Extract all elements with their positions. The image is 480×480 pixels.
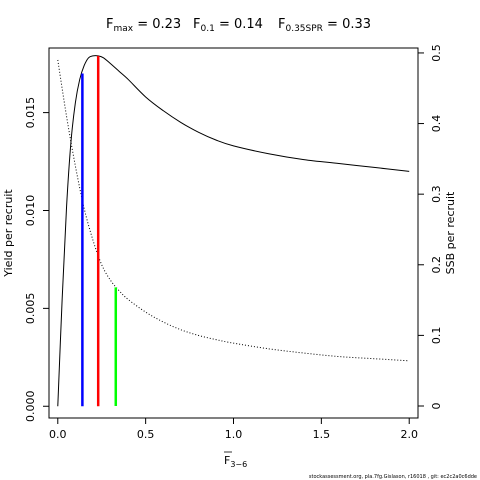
x-axis-title-sub: 3−6 xyxy=(230,460,247,469)
y-axis-right: 0 0.1 0.2 0.3 0.4 0.5 xyxy=(418,44,443,409)
y-right-tick-label: 0.4 xyxy=(430,115,443,133)
x-axis-title-base: F xyxy=(224,454,230,467)
svg-text:F0.35SPR = 0.33: F0.35SPR = 0.33 xyxy=(278,17,371,34)
y-left-tick-label: 0.005 xyxy=(24,293,37,325)
title-fmax-sub: max xyxy=(113,24,133,34)
svg-text:Fmax = 0.23: Fmax = 0.23 xyxy=(106,17,181,34)
title-f01-sub: 0.1 xyxy=(200,24,214,34)
ssb-per-recruit-line xyxy=(57,59,410,362)
svg-text:F3−6: F3−6 xyxy=(224,454,247,469)
y-right-tick-label: 0.1 xyxy=(430,327,443,345)
y-right-tick-label: 0.3 xyxy=(430,185,443,203)
x-axis-title: F3−6 xyxy=(224,451,247,469)
reference-lines xyxy=(81,55,118,407)
y-right-tick-label: 0.2 xyxy=(430,256,443,274)
title-f035-base: F xyxy=(278,17,285,32)
y-left-tick-label: 0.000 xyxy=(24,391,37,423)
svg-text:F0.1 = 0.14: F0.1 = 0.14 xyxy=(193,17,263,34)
y-axis-left: 0.000 0.005 0.010 0.015 xyxy=(24,97,49,422)
series-group xyxy=(57,55,410,407)
x-tick-label: 1.5 xyxy=(313,428,331,441)
title-f035-value: = 0.33 xyxy=(323,17,371,32)
x-tick-label: 0.5 xyxy=(137,428,155,441)
title-f035-sub: 0.35SPR xyxy=(285,24,322,34)
y-right-tick-label: 0.5 xyxy=(430,44,443,62)
x-axis: 0.0 0.5 1.0 1.5 2.0 xyxy=(49,418,418,441)
plot-frame xyxy=(48,47,419,419)
y-left-tick-label: 0.015 xyxy=(24,97,37,129)
yield-per-recruit-line xyxy=(57,55,410,407)
title-fmax-value: = 0.23 xyxy=(133,17,181,32)
title-fmax-base: F xyxy=(106,17,113,32)
y-axis-right-title: SSB per recruit xyxy=(444,191,457,274)
chart-title: Fmax = 0.23 F0.1 = 0.14 F0.35SPR = 0.33 xyxy=(106,17,371,34)
x-tick-label: 0.0 xyxy=(49,428,67,441)
title-f01-base: F xyxy=(193,17,200,32)
title-f01-value: = 0.14 xyxy=(215,17,263,32)
y-axis-left-title: Yield per recruit xyxy=(2,189,15,278)
y-right-tick-label: 0 xyxy=(430,402,443,409)
footer-note: stockassessment.org, pla.7fg.Gislason, r… xyxy=(309,474,477,480)
x-tick-label: 2.0 xyxy=(400,428,418,441)
y-left-tick-label: 0.010 xyxy=(24,195,37,227)
x-tick-label: 1.0 xyxy=(225,428,243,441)
